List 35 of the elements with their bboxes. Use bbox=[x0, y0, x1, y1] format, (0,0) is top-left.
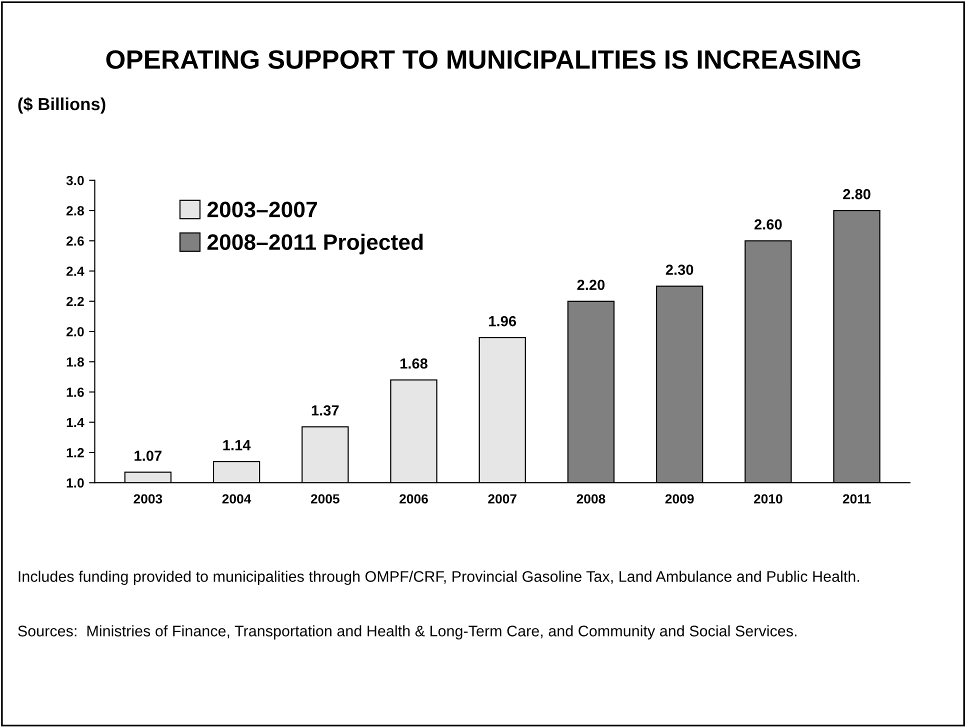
text: 2.4 bbox=[66, 266, 84, 276]
text: 1.0 bbox=[66, 478, 84, 488]
x-tick-label: 2008 bbox=[576, 494, 606, 504]
text: 1.8 bbox=[66, 357, 84, 367]
y-axis-title: ($ Billions) bbox=[18, 97, 106, 114]
text: 1.6 bbox=[66, 388, 84, 397]
x-tick-label: 2010 bbox=[754, 494, 782, 504]
x-tick-label: 2005 bbox=[310, 494, 340, 504]
x-tick-label: 2003 bbox=[134, 494, 162, 504]
text: 2.6 bbox=[66, 236, 84, 246]
data-label: 2.60 bbox=[754, 219, 782, 230]
data-label: 1.07 bbox=[134, 450, 162, 461]
text: 2.2 bbox=[66, 296, 84, 306]
text: 3.0 bbox=[66, 176, 84, 186]
data-label: 2.80 bbox=[843, 188, 870, 200]
data-label: 1.37 bbox=[312, 405, 339, 416]
data-label: 1.68 bbox=[400, 358, 428, 369]
data-label: 1.96 bbox=[489, 316, 516, 326]
text: 2.0 bbox=[66, 327, 84, 336]
legend-label: 2003–2007 bbox=[207, 202, 317, 218]
data-label: 2.30 bbox=[666, 264, 694, 275]
x-tick-label: 2006 bbox=[400, 494, 428, 504]
text: 1.2 bbox=[66, 448, 84, 458]
text: 2.8 bbox=[66, 206, 84, 216]
chart-title: OPERATING SUPPORT TO MUNICIPALITIES IS INCREASING bbox=[106, 50, 860, 69]
x-tick-label: 2004 bbox=[222, 494, 252, 504]
text: Includes funding provided to municipalities through OMPF/CRF, Provincial Gasoline Tax, Land Ambulance and Public Health. bbox=[18, 570, 860, 585]
data-label: 1.14 bbox=[223, 440, 251, 450]
x-tick-label: 2009 bbox=[665, 494, 694, 504]
x-tick-label: 2007 bbox=[488, 494, 516, 504]
data-label: 2.20 bbox=[577, 280, 605, 290]
x-tick-label: 2011 bbox=[842, 494, 871, 504]
source-note: Sources: Ministries of Finance, Transportation and Health & Long-Term Care, and Community and Social Services. bbox=[18, 625, 796, 640]
legend-label: 2008–2011 Projected bbox=[207, 234, 423, 254]
text: 1.4 bbox=[66, 418, 84, 428]
